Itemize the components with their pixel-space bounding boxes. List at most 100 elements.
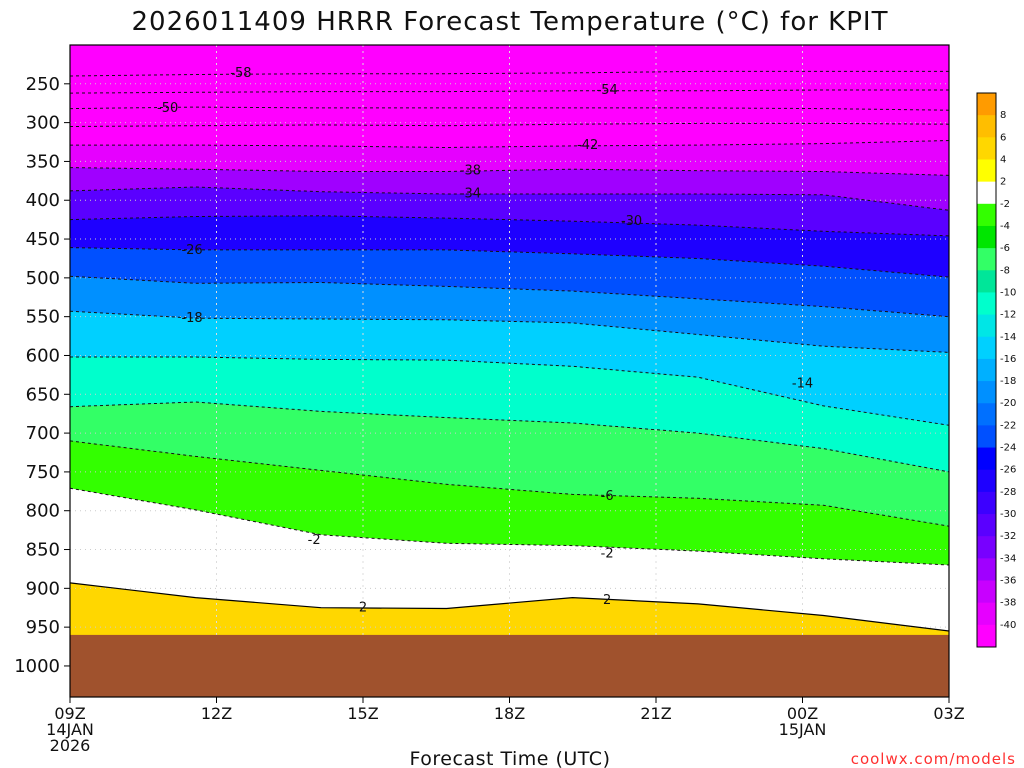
colorbar-swatch [977, 248, 996, 271]
y-tick-label: 250 [26, 74, 60, 95]
x-tick-sublabel: 2026 [50, 736, 91, 755]
y-tick-label: 950 [26, 617, 60, 638]
y-tick-label: 900 [26, 578, 60, 599]
chart-title: 2026011409 HRRR Forecast Temperature (°C… [132, 7, 889, 37]
colorbar: 8 6 4 2 -2 -4 -6 -8 -10 -12 -14 -16 -18 -20 -22 -24 -26 -… [976, 92, 1016, 648]
isotherm-line [70, 401, 949, 473]
temperature-band [70, 140, 949, 176]
isotherm-contours [70, 70, 949, 632]
x-tick-label: 12Z [201, 704, 232, 723]
colorbar-tick-label: -24 [1000, 443, 1016, 454]
credit-text: coolwx.com/models [851, 750, 1016, 768]
colorbar-tick-label: -4 [1000, 221, 1010, 232]
colorbar-swatch [977, 580, 996, 604]
y-axis: 250 300 350 400 450 500 550 600 650 700 750 800 850 9… [14, 74, 70, 677]
temperature-band [70, 311, 949, 426]
colorbar-swatch [977, 491, 996, 515]
colorbar-swatch [977, 270, 996, 293]
temperature-band [70, 247, 949, 317]
y-tick-label: 500 [26, 268, 60, 289]
temperature-band [70, 187, 949, 236]
isotherm-line [70, 89, 949, 94]
colorbar-tick-label: -2 [1000, 199, 1010, 210]
y-tick-label: 400 [26, 190, 60, 211]
contour-label: -26 [181, 243, 202, 258]
colorbar-swatch [977, 181, 996, 205]
colorbar-swatch [977, 447, 996, 471]
colorbar-swatch [977, 514, 996, 537]
temperature-band [70, 402, 949, 527]
y-tick-label: 850 [26, 540, 60, 561]
colorbar-tick-label: 6 [1000, 132, 1006, 143]
colorbar-swatch [977, 336, 996, 360]
x-tick-label: 03Z [933, 704, 964, 723]
colorbar-tick-label: 2 [1000, 177, 1006, 188]
colorbar-tick-label: 4 [1000, 154, 1006, 165]
colorbar-swatch [977, 469, 996, 493]
temperature-band [70, 357, 949, 472]
contour-labels: -58 -54 -50 -42 -38 -34 -30 -26 -18 -14 -6 -2 -2 2 2 [157, 66, 813, 616]
colorbar-tick-label: 8 [1000, 110, 1006, 121]
contour-label: -58 [230, 66, 251, 81]
colorbar-swatch [977, 314, 996, 338]
temperature-band [70, 276, 949, 353]
colorbar-tick-label: -6 [1000, 243, 1010, 254]
isotherm-line [70, 106, 949, 111]
colorbar-tick-label: -38 [1000, 598, 1016, 609]
isotherm-line [70, 215, 949, 237]
colorbar-frame [976, 92, 997, 648]
y-tick-label: 600 [26, 345, 60, 366]
colorbar-tick-label: -36 [1000, 576, 1016, 587]
contour-label: -38 [460, 164, 481, 179]
contour-label: -2 [308, 533, 321, 548]
colorbar-tick-label: -26 [1000, 465, 1016, 476]
y-tick-label: 300 [26, 113, 60, 134]
x-tick-label: 00Z [787, 704, 818, 723]
isotherm-line [70, 275, 949, 318]
colorbar-tick-label: -14 [1000, 332, 1016, 343]
contour-label: -54 [597, 83, 618, 98]
colorbar-swatch [977, 292, 996, 316]
isotherm-line [70, 140, 949, 149]
y-tick-label: 1000 [14, 656, 60, 677]
colorbar-swatch [977, 381, 996, 404]
isotherm-line [70, 247, 949, 278]
y-tick-label: 550 [26, 307, 60, 328]
x-tick-label: 21Z [640, 704, 671, 723]
colorbar-swatch [977, 159, 996, 183]
colorbar-swatch [977, 203, 996, 227]
temperature-band [70, 488, 949, 632]
colorbar-tick-label: -40 [1000, 620, 1016, 631]
isotherm-line [70, 186, 949, 211]
contour-label: -42 [577, 138, 598, 153]
contour-label: -2 [601, 546, 614, 561]
contour-label: -6 [601, 489, 614, 504]
colorbar-swatch [977, 115, 996, 138]
isotherm-line [70, 487, 949, 566]
temperature-band [70, 215, 949, 278]
colorbar-tick-label: -12 [1000, 310, 1016, 321]
contour-label: 2 [359, 601, 367, 616]
colorbar-tick-label: -10 [1000, 287, 1016, 298]
y-tick-label: 750 [26, 462, 60, 483]
x-tick-label: 09Z [54, 704, 85, 723]
y-tick-label: 350 [26, 151, 60, 172]
contour-label: 2 [603, 593, 611, 608]
colorbar-swatch [977, 536, 996, 559]
ground-below-surface [70, 634, 949, 697]
colorbar-swatch [977, 425, 996, 449]
ground-fill [70, 634, 949, 697]
x-tick-label: 15Z [347, 704, 378, 723]
colorbar-tick-label: -8 [1000, 265, 1010, 276]
contour-label: -50 [157, 101, 178, 116]
colorbar-tick-label: -28 [1000, 487, 1016, 498]
colorbar-swatch [977, 137, 996, 160]
x-axis-label: Forecast Time (UTC) [410, 748, 611, 768]
colorbar-tick-label: -34 [1000, 553, 1016, 564]
contour-label: -34 [460, 186, 481, 201]
contour-label: -18 [181, 311, 202, 326]
colorbar-swatch [977, 558, 996, 582]
temperature-band [70, 167, 949, 211]
colorbar-swatch [977, 358, 996, 382]
